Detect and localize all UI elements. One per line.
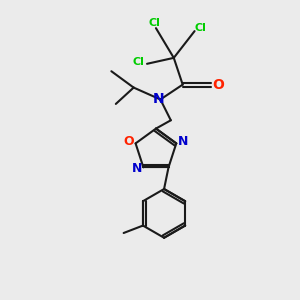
Text: N: N xyxy=(153,92,165,106)
Text: O: O xyxy=(124,135,134,148)
Text: N: N xyxy=(178,135,188,148)
Text: Cl: Cl xyxy=(133,57,145,67)
Text: Cl: Cl xyxy=(148,18,160,28)
Text: O: O xyxy=(212,78,224,92)
Text: Cl: Cl xyxy=(195,22,206,32)
Text: N: N xyxy=(132,162,142,175)
